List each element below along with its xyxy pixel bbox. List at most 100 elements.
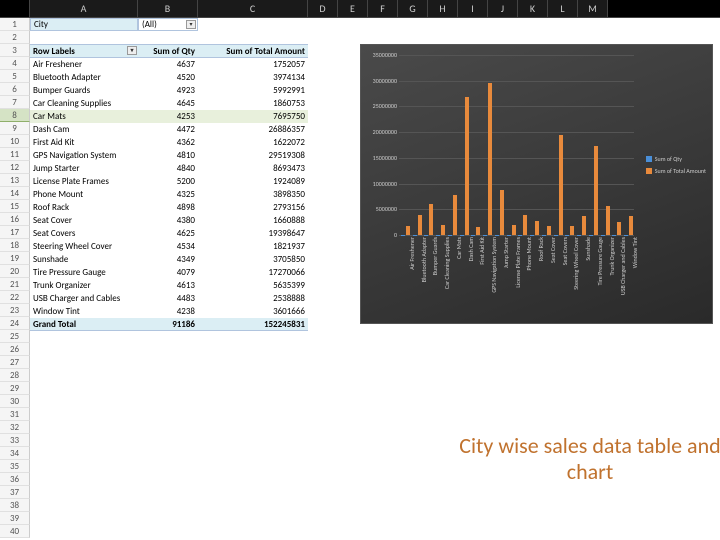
- row-header[interactable]: 17: [0, 226, 30, 239]
- row-header[interactable]: 38: [0, 499, 30, 512]
- row-header[interactable]: 30: [0, 395, 30, 408]
- row-header[interactable]: 22: [0, 291, 30, 304]
- column-header[interactable]: H: [428, 0, 458, 17]
- row-qty: 4840: [138, 162, 198, 175]
- pivot-table[interactable]: Row Labels ▾ Sum of Qty Sum of Total Amo…: [30, 44, 308, 331]
- row-amount: 5992991: [198, 84, 308, 97]
- column-header[interactable]: G: [398, 0, 428, 17]
- column-header[interactable]: E: [338, 0, 368, 17]
- table-row[interactable]: GPS Navigation System481029519308: [30, 149, 308, 162]
- row-header[interactable]: 11: [0, 148, 30, 161]
- row-label: Bumper Guards: [30, 84, 138, 97]
- row-header[interactable]: 4: [0, 57, 30, 70]
- column-header[interactable]: M: [578, 0, 608, 17]
- row-header[interactable]: 34: [0, 447, 30, 460]
- chart-x-tick-label: Phone Mount: [525, 237, 533, 317]
- row-header[interactable]: 23: [0, 304, 30, 317]
- table-row[interactable]: Bumper Guards49235992991: [30, 84, 308, 97]
- chart-bar-qty: [495, 235, 499, 236]
- row-header[interactable]: 25: [0, 330, 30, 343]
- row-header[interactable]: 33: [0, 434, 30, 447]
- table-row[interactable]: Tire Pressure Gauge407917270066: [30, 266, 308, 279]
- chart-x-tick-label: Bumper Guards: [431, 237, 439, 317]
- table-row[interactable]: Window Tint42383601666: [30, 305, 308, 318]
- chart-bar-amount: [582, 216, 586, 235]
- filter-value-cell[interactable]: (All) ▾: [138, 18, 198, 31]
- row-header[interactable]: 39: [0, 512, 30, 525]
- row-header[interactable]: 12: [0, 161, 30, 174]
- row-header[interactable]: 28: [0, 369, 30, 382]
- row-header[interactable]: 31: [0, 408, 30, 421]
- chart-bar-qty: [448, 235, 452, 236]
- row-amount: 2793156: [198, 201, 308, 214]
- chart-x-tick-label: Dash Cam: [467, 237, 475, 317]
- row-header[interactable]: 15: [0, 200, 30, 213]
- table-row[interactable]: Car Cleaning Supplies46451860753: [30, 97, 308, 110]
- table-row[interactable]: Seat Covers462519398647: [30, 227, 308, 240]
- table-row[interactable]: Car Mats42537695750: [30, 110, 308, 123]
- table-row[interactable]: Trunk Organizer46135635399: [30, 279, 308, 292]
- chart-bar-qty: [507, 235, 511, 236]
- worksheet-area[interactable]: City (All) ▾ Row Labels ▾ Sum of Qty Sum…: [30, 18, 720, 540]
- pivot-header-amount[interactable]: Sum of Total Amount: [198, 45, 308, 58]
- chevron-down-icon[interactable]: ▾: [186, 20, 196, 29]
- column-header[interactable]: I: [458, 0, 488, 17]
- chevron-down-icon[interactable]: ▾: [127, 46, 137, 55]
- row-header[interactable]: 8: [0, 109, 30, 122]
- column-header[interactable]: A: [30, 0, 138, 17]
- table-row[interactable]: Bluetooth Adapter45203974134: [30, 71, 308, 84]
- row-header[interactable]: 27: [0, 356, 30, 369]
- pivot-header-qty[interactable]: Sum of Qty: [138, 45, 198, 58]
- row-header[interactable]: 13: [0, 174, 30, 187]
- column-header[interactable]: J: [488, 0, 518, 17]
- pivot-chart[interactable]: 0500000010000000150000002000000025000000…: [360, 44, 713, 324]
- row-header[interactable]: 21: [0, 278, 30, 291]
- table-row[interactable]: USB Charger and Cables44832538888: [30, 292, 308, 305]
- pivot-header-rowlabels[interactable]: Row Labels ▾: [30, 45, 138, 58]
- row-header[interactable]: 14: [0, 187, 30, 200]
- column-header[interactable]: L: [548, 0, 578, 17]
- table-row[interactable]: First Aid Kit43621622072: [30, 136, 308, 149]
- row-header[interactable]: 3: [0, 44, 30, 57]
- table-row[interactable]: Sunshade43493705850: [30, 253, 308, 266]
- row-header[interactable]: 20: [0, 265, 30, 278]
- table-row[interactable]: Roof Rack48982793156: [30, 201, 308, 214]
- column-header[interactable]: C: [198, 0, 308, 17]
- row-header[interactable]: 16: [0, 213, 30, 226]
- row-header[interactable]: 29: [0, 382, 30, 395]
- row-header[interactable]: 10: [0, 135, 30, 148]
- filter-field-cell[interactable]: City: [30, 18, 138, 31]
- row-header[interactable]: 35: [0, 460, 30, 473]
- row-amount: 5635399: [198, 279, 308, 292]
- row-header[interactable]: 7: [0, 96, 30, 109]
- row-header[interactable]: 26: [0, 343, 30, 356]
- row-header[interactable]: 19: [0, 252, 30, 265]
- row-header[interactable]: 24: [0, 317, 30, 330]
- row-qty: 4625: [138, 227, 198, 240]
- row-header[interactable]: 37: [0, 486, 30, 499]
- column-header[interactable]: K: [518, 0, 548, 17]
- table-row[interactable]: Air Freshener46371752057: [30, 58, 308, 71]
- row-header[interactable]: 18: [0, 239, 30, 252]
- select-all-corner[interactable]: [0, 0, 30, 17]
- legend-label: Sum of Total Amount: [655, 167, 706, 175]
- row-header[interactable]: 9: [0, 122, 30, 135]
- row-header[interactable]: 5: [0, 70, 30, 83]
- row-header[interactable]: 32: [0, 421, 30, 434]
- row-label: Phone Mount: [30, 188, 138, 201]
- table-row[interactable]: Seat Cover43801660888: [30, 214, 308, 227]
- table-row[interactable]: Dash Cam447226886357: [30, 123, 308, 136]
- table-row[interactable]: Phone Mount43253898350: [30, 188, 308, 201]
- table-row[interactable]: Steering Wheel Cover45341821937: [30, 240, 308, 253]
- column-header[interactable]: F: [368, 0, 398, 17]
- row-header[interactable]: 6: [0, 83, 30, 96]
- row-header[interactable]: 2: [0, 31, 30, 44]
- row-header[interactable]: 1: [0, 18, 30, 31]
- row-header[interactable]: 36: [0, 473, 30, 486]
- column-header[interactable]: B: [138, 0, 198, 17]
- chart-bar-qty: [530, 235, 534, 236]
- column-header[interactable]: D: [308, 0, 338, 17]
- row-header[interactable]: 40: [0, 525, 30, 538]
- table-row[interactable]: License Plate Frames52001924089: [30, 175, 308, 188]
- table-row[interactable]: Jump Starter48408693473: [30, 162, 308, 175]
